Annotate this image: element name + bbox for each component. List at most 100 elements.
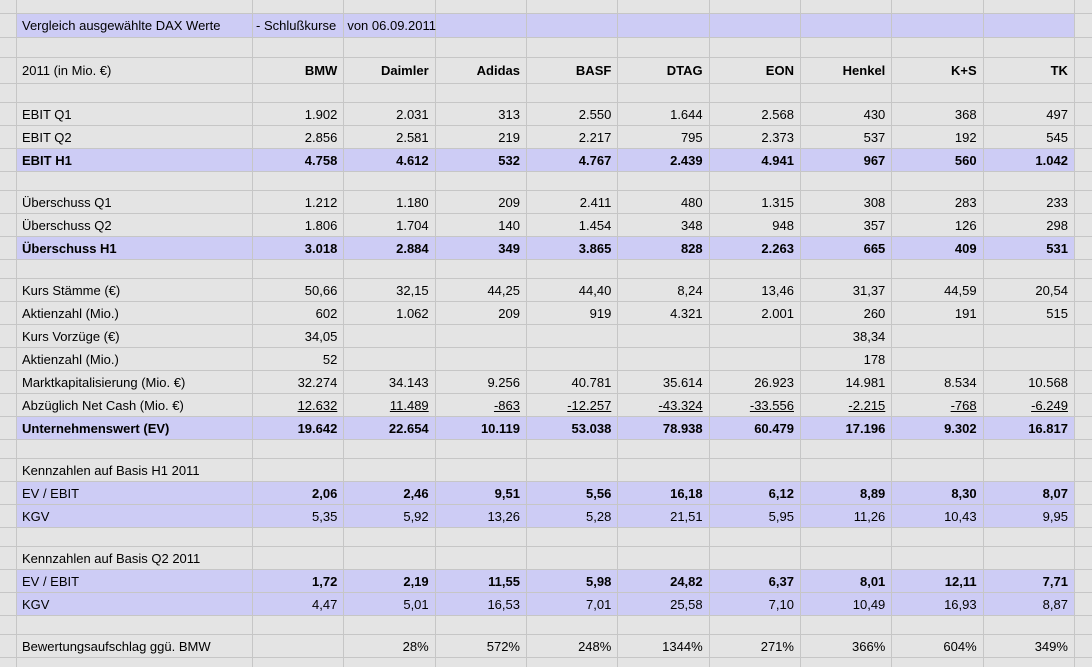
sliver-cell[interactable] — [1075, 371, 1092, 393]
row-gutter-cell[interactable] — [0, 635, 17, 657]
value-cell[interactable]: 10.119 — [435, 417, 527, 439]
value-cell[interactable]: 919 — [527, 302, 619, 324]
row-gutter-cell[interactable] — [0, 371, 17, 393]
value-cell[interactable]: 2.217 — [527, 126, 619, 148]
value-cell[interactable] — [344, 260, 436, 278]
value-cell[interactable] — [253, 459, 345, 481]
value-cell[interactable] — [253, 528, 345, 546]
value-cell[interactable] — [344, 325, 436, 347]
value-cell[interactable]: 1,72 — [253, 570, 345, 592]
value-cell[interactable] — [436, 459, 527, 481]
value-cell[interactable] — [710, 547, 801, 569]
row-label-cell[interactable] — [17, 658, 253, 667]
value-cell[interactable]: 6,37 — [709, 570, 801, 592]
value-cell[interactable]: 1.454 — [527, 214, 619, 236]
value-cell[interactable]: 349% — [984, 635, 1075, 657]
value-cell[interactable] — [801, 84, 893, 102]
sliver-cell[interactable] — [1075, 528, 1092, 546]
value-cell[interactable]: 6,12 — [709, 482, 801, 504]
value-cell[interactable] — [801, 260, 893, 278]
row-gutter-cell[interactable] — [0, 505, 17, 527]
value-cell[interactable]: 2,19 — [344, 570, 436, 592]
sliver-cell[interactable] — [1075, 0, 1092, 13]
value-cell[interactable]: 219 — [436, 126, 527, 148]
value-cell[interactable] — [527, 325, 619, 347]
value-cell[interactable]: 283 — [892, 191, 984, 213]
value-cell[interactable] — [527, 348, 619, 370]
value-cell[interactable]: 828 — [618, 237, 710, 259]
row-label-cell[interactable] — [17, 440, 253, 458]
value-cell[interactable]: 52 — [253, 348, 345, 370]
value-cell[interactable]: 948 — [710, 214, 801, 236]
value-cell[interactable]: 209 — [436, 302, 527, 324]
row-gutter-cell[interactable] — [0, 260, 17, 278]
value-cell[interactable]: 9.302 — [892, 417, 984, 439]
value-cell[interactable]: 44,25 — [436, 279, 527, 301]
value-cell[interactable] — [710, 528, 801, 546]
value-cell[interactable] — [801, 658, 893, 667]
value-cell[interactable]: 10,49 — [800, 593, 893, 615]
value-cell[interactable] — [344, 440, 436, 458]
row-label-cell[interactable] — [17, 616, 253, 634]
row-gutter-cell[interactable] — [0, 459, 17, 481]
value-cell[interactable] — [618, 84, 710, 102]
value-cell[interactable] — [436, 325, 527, 347]
value-cell[interactable]: 4.767 — [526, 149, 619, 171]
value-cell[interactable]: 298 — [984, 214, 1075, 236]
value-cell[interactable]: 9.256 — [436, 371, 527, 393]
value-cell[interactable]: 572% — [436, 635, 527, 657]
value-cell[interactable]: 8.534 — [892, 371, 984, 393]
value-cell[interactable]: 1.315 — [710, 191, 801, 213]
value-cell[interactable] — [618, 348, 710, 370]
value-cell[interactable]: 20,54 — [984, 279, 1075, 301]
value-cell[interactable] — [253, 0, 345, 13]
value-cell[interactable]: 2.031 — [344, 103, 436, 125]
row-label-cell[interactable] — [17, 260, 253, 278]
value-cell[interactable]: 604% — [892, 635, 984, 657]
value-cell[interactable]: 602 — [253, 302, 345, 324]
sliver-cell[interactable] — [1075, 325, 1092, 347]
row-gutter-cell[interactable] — [0, 0, 17, 13]
value-cell[interactable] — [618, 325, 710, 347]
row-label[interactable]: Überschuss Q1 — [17, 191, 253, 213]
value-cell[interactable]: 21,51 — [618, 505, 710, 527]
value-cell[interactable]: 11,26 — [800, 505, 893, 527]
value-cell[interactable]: 1.180 — [344, 191, 436, 213]
value-cell[interactable] — [892, 616, 984, 634]
value-cell[interactable]: 19.642 — [253, 417, 345, 439]
value-cell[interactable]: 5,28 — [526, 505, 619, 527]
value-cell[interactable]: 1.704 — [344, 214, 436, 236]
value-cell[interactable]: -33.556 — [710, 394, 801, 416]
value-cell[interactable]: 32.274 — [253, 371, 345, 393]
value-cell[interactable] — [253, 84, 345, 102]
value-cell[interactable]: 16,53 — [435, 593, 527, 615]
value-cell[interactable]: 531 — [983, 237, 1075, 259]
value-cell[interactable]: 271% — [710, 635, 801, 657]
value-cell[interactable] — [435, 14, 527, 37]
row-gutter-cell[interactable] — [0, 417, 17, 439]
value-cell[interactable]: 44,40 — [527, 279, 619, 301]
value-cell[interactable]: 357 — [801, 214, 893, 236]
value-cell[interactable] — [526, 14, 619, 37]
value-cell[interactable]: 1.042 — [983, 149, 1075, 171]
value-cell[interactable]: 560 — [892, 149, 984, 171]
value-cell[interactable] — [344, 84, 436, 102]
sliver-cell[interactable] — [1075, 172, 1092, 190]
row-label[interactable]: Aktienzahl (Mio.) — [17, 302, 253, 324]
value-cell[interactable]: 16,93 — [892, 593, 984, 615]
value-cell[interactable] — [344, 528, 436, 546]
row-gutter-cell[interactable] — [0, 149, 17, 171]
value-cell[interactable]: 4.758 — [253, 149, 345, 171]
value-cell[interactable] — [892, 38, 984, 57]
value-cell[interactable] — [984, 616, 1075, 634]
row-label[interactable]: EV / EBIT — [17, 482, 253, 504]
value-cell[interactable]: 308 — [801, 191, 893, 213]
sliver-cell[interactable] — [1075, 459, 1092, 481]
sliver-cell[interactable] — [1075, 417, 1092, 439]
column-header-adidas[interactable]: Adidas — [436, 58, 527, 83]
value-cell[interactable] — [710, 658, 801, 667]
sliver-cell[interactable] — [1075, 38, 1092, 57]
corner-label[interactable]: 2011 (in Mio. €) — [17, 58, 253, 83]
value-cell[interactable] — [801, 0, 893, 13]
value-cell[interactable] — [344, 547, 436, 569]
